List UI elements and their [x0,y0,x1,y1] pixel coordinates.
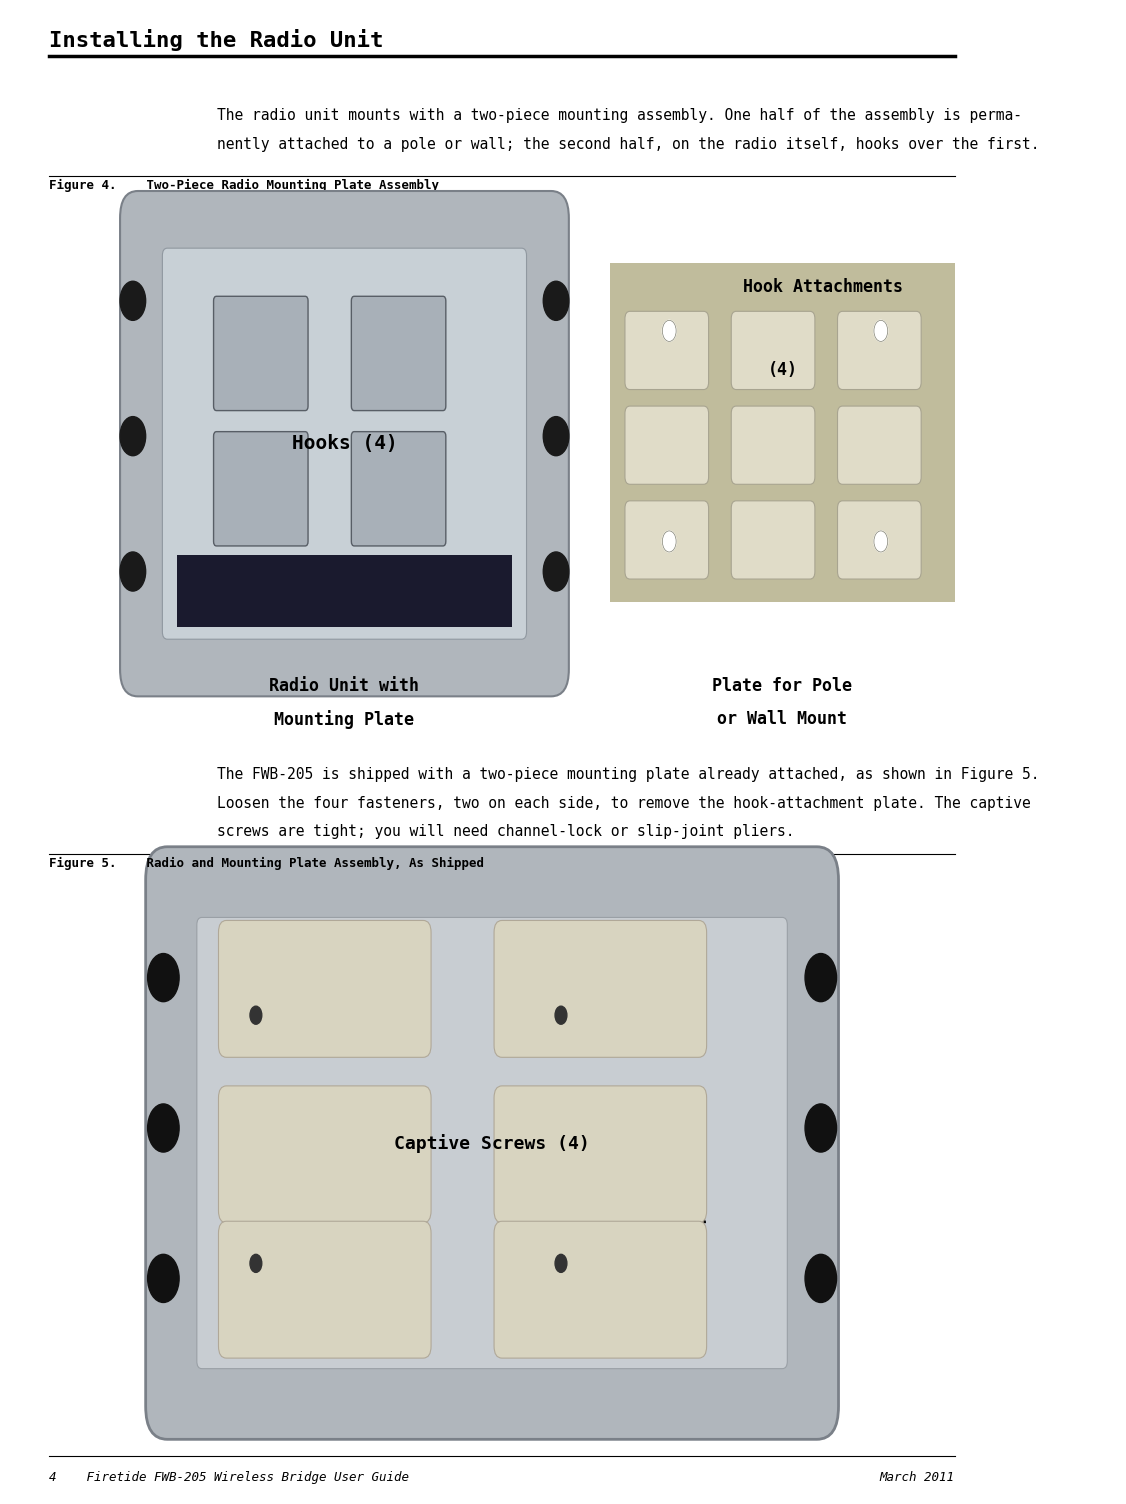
FancyBboxPatch shape [214,296,309,411]
FancyBboxPatch shape [197,917,787,1369]
Circle shape [874,531,887,552]
FancyBboxPatch shape [120,191,569,696]
Text: Mounting Plate: Mounting Plate [275,710,414,729]
FancyBboxPatch shape [625,501,708,579]
FancyBboxPatch shape [838,311,921,390]
Text: Hook Attachments: Hook Attachments [743,278,903,296]
FancyBboxPatch shape [494,920,707,1057]
Text: screws are tight; you will need channel-lock or slip-joint pliers.: screws are tight; you will need channel-… [216,824,794,839]
Circle shape [250,1254,261,1272]
FancyBboxPatch shape [731,501,815,579]
Circle shape [543,281,569,320]
Circle shape [805,954,837,1002]
FancyBboxPatch shape [731,406,815,484]
FancyBboxPatch shape [218,1221,431,1358]
FancyBboxPatch shape [731,311,815,390]
Text: or Wall Mount: or Wall Mount [717,710,848,728]
Text: The FWB-205 is shipped with a two-piece mounting plate already attached, as show: The FWB-205 is shipped with a two-piece … [216,767,1039,782]
Text: March 2011: March 2011 [879,1471,955,1484]
FancyBboxPatch shape [214,432,309,546]
Circle shape [662,320,676,341]
Text: Loosen the four fasteners, two on each side, to remove the hook-attachment plate: Loosen the four fasteners, two on each s… [216,796,1030,811]
FancyBboxPatch shape [625,406,708,484]
Bar [610,263,955,602]
Circle shape [874,320,887,341]
FancyBboxPatch shape [838,501,921,579]
FancyBboxPatch shape [218,920,431,1057]
Circle shape [148,954,179,1002]
Circle shape [662,531,676,552]
Text: Installing the Radio Unit: Installing the Radio Unit [50,29,384,51]
FancyBboxPatch shape [494,1221,707,1358]
Circle shape [543,552,569,591]
Text: Figure 5.    Radio and Mounting Plate Assembly, As Shipped: Figure 5. Radio and Mounting Plate Assem… [50,857,484,871]
FancyBboxPatch shape [351,296,446,411]
FancyBboxPatch shape [351,432,446,546]
Circle shape [148,1254,179,1302]
FancyBboxPatch shape [494,1086,707,1223]
FancyBboxPatch shape [218,1086,431,1223]
Text: (4): (4) [768,361,797,379]
Text: Hooks (4): Hooks (4) [292,435,397,453]
Circle shape [555,1006,566,1024]
Text: Radio Unit with: Radio Unit with [269,677,420,695]
Circle shape [120,417,145,456]
Circle shape [120,281,145,320]
FancyBboxPatch shape [625,311,708,390]
Text: nently attached to a pole or wall; the second half, on the radio itself, hooks o: nently attached to a pole or wall; the s… [216,137,1039,152]
Circle shape [250,1006,261,1024]
FancyBboxPatch shape [177,555,511,627]
Text: Plate for Pole: Plate for Pole [713,677,852,695]
Text: The radio unit mounts with a two-piece mounting assembly. One half of the assemb: The radio unit mounts with a two-piece m… [216,108,1021,123]
FancyBboxPatch shape [838,406,921,484]
FancyBboxPatch shape [145,847,839,1439]
Circle shape [662,320,676,341]
Circle shape [874,320,887,341]
Circle shape [148,1104,179,1152]
Text: Figure 4.    Two-Piece Radio Mounting Plate Assembly: Figure 4. Two-Piece Radio Mounting Plate… [50,179,439,193]
Circle shape [555,1254,566,1272]
Circle shape [120,552,145,591]
FancyBboxPatch shape [162,248,527,639]
Text: Captive Screws (4): Captive Screws (4) [394,1134,590,1152]
Circle shape [543,417,569,456]
Circle shape [874,531,887,552]
Circle shape [805,1104,837,1152]
Circle shape [662,531,676,552]
Circle shape [805,1254,837,1302]
Text: 4    Firetide FWB-205 Wireless Bridge User Guide: 4 Firetide FWB-205 Wireless Bridge User … [50,1471,409,1484]
